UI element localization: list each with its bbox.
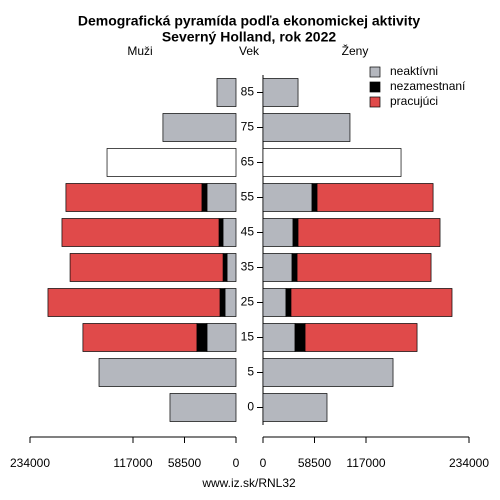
bar-women — [262, 323, 296, 352]
bar-women — [262, 358, 394, 387]
bar-women — [262, 253, 293, 282]
chart-subtitle: Severný Holland, rok 2022 — [162, 29, 337, 45]
x-tick-label: 0 — [260, 456, 267, 470]
age-label: 75 — [241, 120, 255, 134]
left-label: Muži — [127, 44, 152, 58]
age-label: 15 — [241, 330, 255, 344]
bar-men — [106, 148, 237, 177]
bar-men — [218, 218, 224, 247]
bar-women — [294, 323, 306, 352]
bar-women — [291, 253, 298, 282]
legend-label: nezamestnaní — [390, 79, 466, 93]
bar-women — [297, 218, 441, 247]
bar-women — [296, 253, 432, 282]
bar-men — [201, 183, 208, 212]
bar-women — [262, 113, 351, 142]
x-tick-label: 117000 — [346, 456, 385, 470]
x-tick-label: 0 — [233, 456, 240, 470]
bar-women — [262, 183, 313, 212]
bar-women — [262, 78, 299, 107]
bar-men — [222, 253, 228, 282]
bar-men — [206, 183, 237, 212]
bar-women — [262, 393, 328, 422]
legend-swatch — [369, 66, 381, 78]
bar-men — [65, 183, 203, 212]
footer: www.iz.sk/RNL32 — [201, 476, 296, 490]
age-label: 85 — [241, 85, 255, 99]
bar-men — [82, 323, 198, 352]
bar-men — [162, 113, 237, 142]
age-label: 65 — [241, 155, 255, 169]
age-label: 0 — [247, 400, 254, 414]
legend-label: pracujúci — [390, 94, 438, 108]
bar-men — [206, 323, 237, 352]
x-tick-label: 58500 — [298, 456, 332, 470]
legend-swatch — [369, 96, 381, 108]
bar-women — [304, 323, 418, 352]
bar-men — [69, 253, 224, 282]
bar-women — [290, 288, 453, 317]
x-tick-label: 234000 — [10, 456, 50, 470]
age-label: 5 — [247, 365, 254, 379]
age-label: 35 — [241, 260, 255, 274]
bar-women — [262, 148, 402, 177]
right-label: Ženy — [342, 43, 369, 58]
x-tick-label: 234000 — [449, 456, 489, 470]
bar-women — [311, 183, 318, 212]
center-label: Vek — [239, 44, 260, 58]
bar-men — [196, 323, 208, 352]
bar-men — [216, 78, 237, 107]
bar-men — [226, 253, 237, 282]
bar-women — [262, 288, 287, 317]
x-tick-label: 117000 — [113, 456, 152, 470]
bar-men — [224, 288, 237, 317]
age-label: 45 — [241, 225, 255, 239]
bar-men — [219, 288, 226, 317]
age-label: 55 — [241, 190, 255, 204]
bar-men — [61, 218, 220, 247]
bar-women — [262, 218, 294, 247]
legend-label: neaktívni — [390, 64, 438, 78]
bar-men — [98, 358, 237, 387]
age-label: 25 — [241, 295, 255, 309]
bar-men — [169, 393, 237, 422]
bar-men — [222, 218, 237, 247]
bar-women — [316, 183, 434, 212]
bar-women — [292, 218, 299, 247]
chart-title: Demografická pyramída podľa ekonomickej … — [78, 13, 421, 29]
bar-men — [47, 288, 221, 317]
x-tick-label: 58500 — [168, 456, 202, 470]
legend-swatch — [369, 81, 381, 93]
bar-women — [285, 288, 292, 317]
